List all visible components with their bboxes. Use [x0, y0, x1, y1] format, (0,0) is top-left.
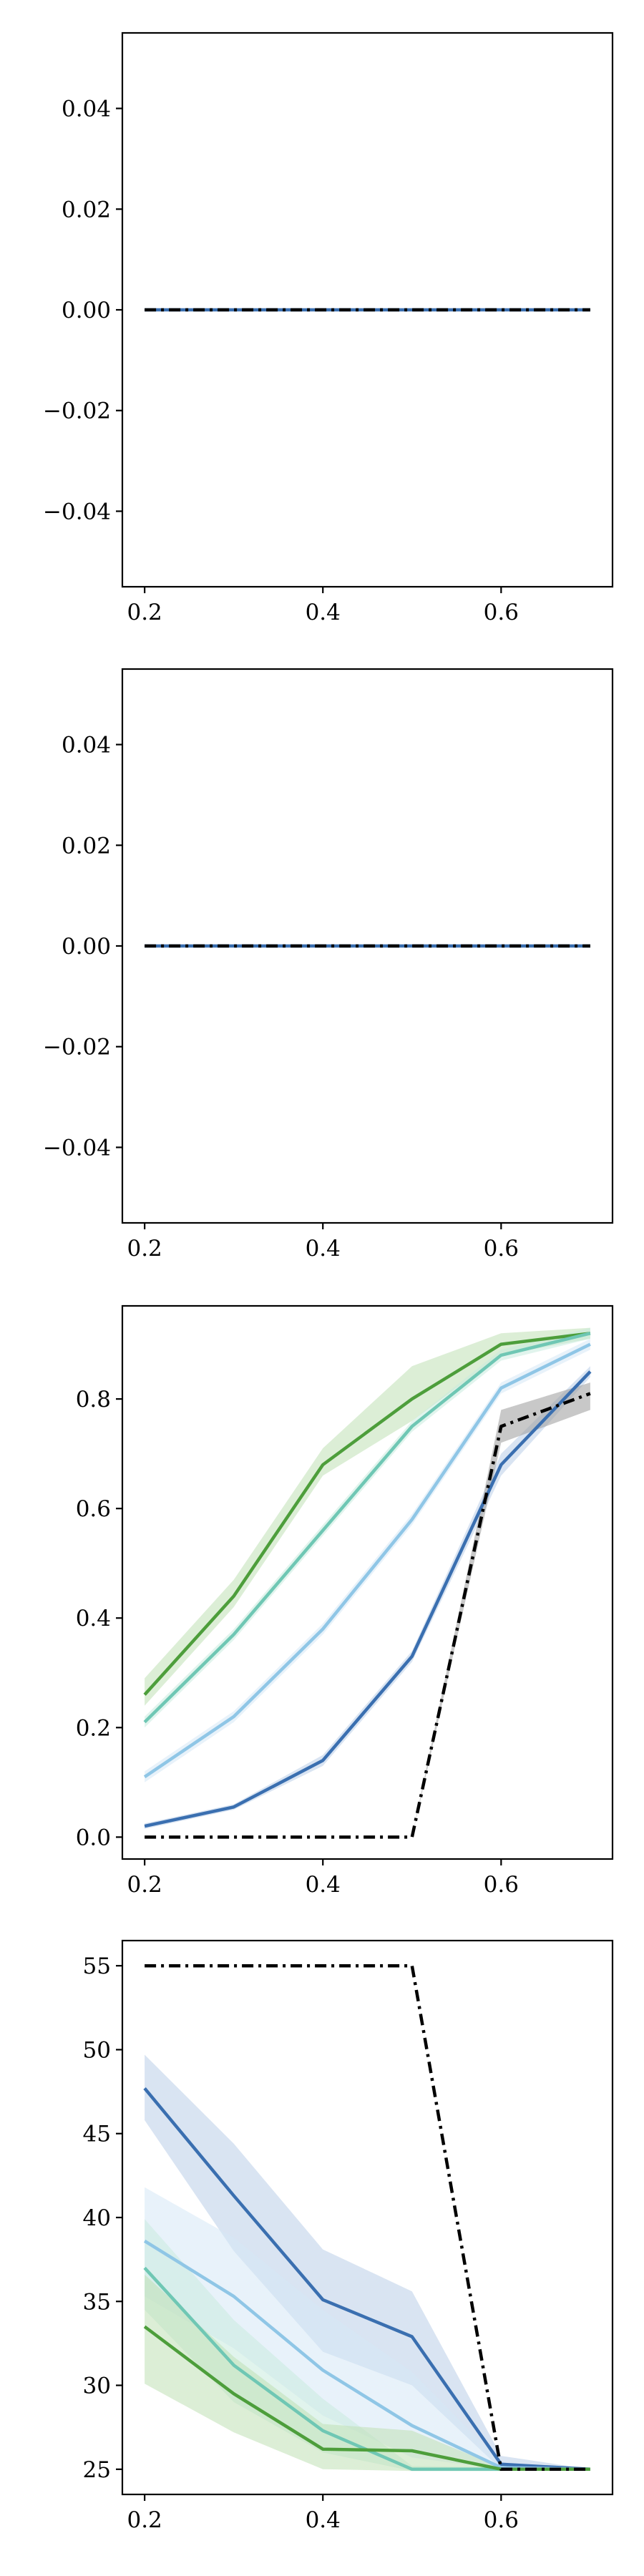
x-tick-label: 0.2: [127, 1872, 162, 1898]
x-tick-label: 0.4: [306, 1872, 341, 1898]
y-tick-label: 35: [83, 2289, 111, 2315]
plot-area: [143, 1963, 591, 2472]
chart-4: 0.2 0.4 0.6 25 30 35 40 45 50 55: [83, 1939, 614, 2533]
y-tick-label: 0.02: [62, 197, 111, 223]
y-tick-label: 40: [83, 2205, 111, 2231]
y-tick-label: 0.02: [62, 833, 111, 859]
y-tick-label: −0.02: [43, 399, 111, 424]
plot-area: [143, 1327, 592, 1839]
x-tick-label: 0.6: [484, 2507, 519, 2533]
series-4-line: [143, 2325, 590, 2472]
x-tick-label: 0.6: [484, 1872, 519, 1898]
x-tick-label: 0.2: [127, 2507, 162, 2533]
x-tick-label: 0.2: [127, 600, 162, 625]
y-tick-label: 45: [83, 2122, 111, 2147]
x-tick-label: 0.6: [484, 600, 519, 625]
y-tick-label: 0.04: [62, 733, 111, 758]
y-tick-label: 0.00: [62, 934, 111, 960]
series-5-line: [145, 1963, 590, 2472]
series-2-band: [145, 2187, 590, 2469]
series-2-line: [143, 1332, 591, 1724]
series-1-line: [143, 1332, 591, 1696]
y-tick-label: −0.04: [43, 1135, 111, 1161]
y-tick-label: 0.0: [76, 1825, 111, 1850]
x-tick-label: 0.4: [306, 2507, 341, 2533]
x-tick-label: 0.4: [306, 600, 341, 625]
axes-frame: [121, 1304, 614, 1860]
series-1-band: [145, 1327, 590, 1706]
x-tick-label: 0.2: [127, 1236, 162, 1262]
y-tick-label: 0.4: [76, 1606, 111, 1631]
y-tick-label: 55: [83, 1953, 111, 1979]
y-tick-label: −0.02: [43, 1035, 111, 1060]
y-tick-label: 0.8: [76, 1387, 111, 1413]
y-tick-label: 25: [83, 2457, 111, 2483]
y-tick-label: −0.04: [43, 499, 111, 525]
y-tick-label: 0.2: [76, 1715, 111, 1741]
series-5-line: [145, 1392, 591, 1839]
x-tick-label: 0.6: [484, 1236, 519, 1262]
series-4-band: [145, 2274, 590, 2472]
chart-3: 0.2 0.4 0.6 0.0 0.2 0.4 0.6 0.8: [76, 1304, 614, 1898]
series-1-line: [143, 2087, 591, 2472]
series-2-band: [145, 1327, 590, 1728]
chart-1: 0.2 0.4 0.6 −0.04 −0.02 0.00 0.02 0.04: [43, 31, 614, 625]
series-4-line: [144, 1370, 592, 1828]
y-tick-label: 0.00: [62, 298, 111, 323]
y-tick-label: 0.04: [62, 97, 111, 122]
x-tick-label: 0.4: [306, 1236, 341, 1262]
series-3-line: [143, 1342, 591, 1779]
y-tick-label: 30: [83, 2373, 111, 2399]
chart-2: 0.2 0.4 0.6 −0.04 −0.02 0.00 0.02 0.04: [43, 668, 614, 1262]
y-tick-label: 0.6: [76, 1496, 111, 1522]
y-tick-label: 50: [83, 2037, 111, 2063]
